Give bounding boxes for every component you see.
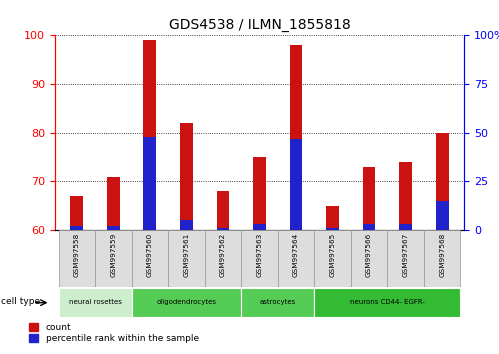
Text: oligodendrocytes: oligodendrocytes — [156, 299, 217, 305]
Bar — [436, 133, 449, 230]
Text: neural rosettes: neural rosettes — [69, 299, 122, 305]
Text: GSM997561: GSM997561 — [184, 233, 190, 277]
Text: GSM997564: GSM997564 — [293, 233, 299, 277]
Bar — [363, 224, 375, 230]
Text: GSM997565: GSM997565 — [329, 233, 335, 277]
Bar — [253, 224, 266, 230]
Text: astrocytes: astrocytes — [259, 299, 296, 305]
FancyBboxPatch shape — [205, 230, 241, 287]
Bar — [144, 40, 156, 230]
Bar — [70, 196, 83, 230]
Bar — [363, 167, 375, 230]
Legend: count, percentile rank within the sample: count, percentile rank within the sample — [29, 323, 199, 343]
FancyBboxPatch shape — [58, 288, 132, 317]
FancyBboxPatch shape — [95, 230, 132, 287]
FancyBboxPatch shape — [424, 230, 461, 287]
Bar — [217, 228, 230, 230]
FancyBboxPatch shape — [351, 230, 387, 287]
Text: GSM997562: GSM997562 — [220, 233, 226, 277]
Bar — [217, 191, 230, 230]
Title: GDS4538 / ILMN_1855818: GDS4538 / ILMN_1855818 — [169, 18, 350, 32]
Text: GSM997559: GSM997559 — [110, 233, 116, 277]
Bar — [399, 162, 412, 230]
FancyBboxPatch shape — [314, 230, 351, 287]
Bar — [70, 226, 83, 230]
Bar — [180, 220, 193, 230]
FancyBboxPatch shape — [387, 230, 424, 287]
Bar — [107, 177, 120, 230]
Text: GSM997568: GSM997568 — [439, 233, 445, 277]
Text: GSM997560: GSM997560 — [147, 233, 153, 277]
Bar — [107, 226, 120, 230]
Text: cell type: cell type — [1, 297, 40, 306]
Text: GSM997567: GSM997567 — [403, 233, 409, 277]
Text: GSM997558: GSM997558 — [74, 233, 80, 277]
Text: neurons CD44- EGFR-: neurons CD44- EGFR- — [350, 299, 425, 305]
FancyBboxPatch shape — [314, 288, 461, 317]
Bar — [289, 139, 302, 230]
FancyBboxPatch shape — [132, 230, 168, 287]
FancyBboxPatch shape — [58, 230, 95, 287]
Bar — [326, 206, 339, 230]
Bar — [436, 201, 449, 230]
Text: GSM997563: GSM997563 — [256, 233, 262, 277]
Text: GSM997566: GSM997566 — [366, 233, 372, 277]
Bar — [144, 137, 156, 230]
FancyBboxPatch shape — [278, 230, 314, 287]
Bar — [180, 123, 193, 230]
FancyBboxPatch shape — [132, 288, 241, 317]
Bar — [253, 157, 266, 230]
Bar — [289, 45, 302, 230]
FancyBboxPatch shape — [241, 288, 314, 317]
FancyBboxPatch shape — [168, 230, 205, 287]
FancyBboxPatch shape — [241, 230, 278, 287]
Bar — [326, 228, 339, 230]
Bar — [399, 224, 412, 230]
